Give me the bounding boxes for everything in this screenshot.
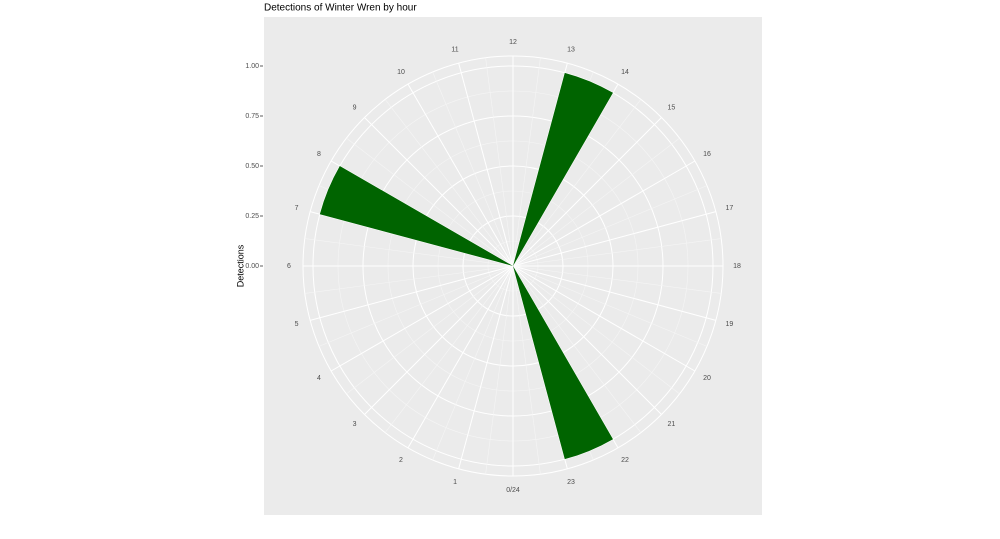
angle-label: 3 <box>353 421 357 428</box>
angle-label: 18 <box>733 263 741 270</box>
minor-spoke <box>432 265 514 461</box>
angle-label: 20 <box>703 375 711 382</box>
y-tick-label: 1.00 <box>245 63 259 70</box>
spoke <box>512 117 662 267</box>
minor-spoke <box>384 265 514 433</box>
angle-label: 1 <box>453 479 457 486</box>
minor-spoke <box>346 265 514 395</box>
y-axis-title: Detections <box>235 244 245 287</box>
angle-label: 23 <box>567 479 575 486</box>
minor-spoke <box>512 238 722 267</box>
minor-spoke <box>384 99 514 267</box>
angle-label: 2 <box>399 457 403 464</box>
angle-label: 16 <box>703 151 711 158</box>
minor-spoke <box>485 265 514 475</box>
bar <box>319 166 513 266</box>
angle-label: 6 <box>287 263 291 270</box>
bar <box>513 72 613 266</box>
minor-spoke <box>512 265 642 433</box>
spoke <box>512 211 716 267</box>
angle-label: 7 <box>295 205 299 212</box>
angle-label: 17 <box>725 205 733 212</box>
spoke <box>407 83 514 267</box>
minor-spoke <box>318 265 514 347</box>
spoke <box>364 117 514 267</box>
angle-label: 14 <box>621 69 629 76</box>
spoke <box>512 265 696 372</box>
minor-spoke <box>512 185 708 267</box>
minor-spoke <box>512 137 680 267</box>
angle-label: 13 <box>567 46 575 53</box>
angle-label: 11 <box>451 46 458 53</box>
minor-spoke <box>346 137 514 267</box>
angle-label: 8 <box>317 151 321 158</box>
angle-label: 10 <box>397 69 405 76</box>
spoke <box>458 63 514 267</box>
angle-label: 12 <box>509 39 517 46</box>
minor-spoke <box>512 99 642 267</box>
minor-spoke <box>485 57 514 267</box>
spoke <box>364 265 514 415</box>
y-tick-label: 0.00 <box>245 263 259 270</box>
angle-label: 19 <box>725 321 733 328</box>
spoke <box>458 265 514 469</box>
spoke <box>512 160 696 267</box>
chart-title: Detections of Winter Wren by hour <box>264 3 417 14</box>
angle-label: 15 <box>667 104 675 111</box>
spoke <box>512 265 716 321</box>
angle-label: 9 <box>353 104 357 111</box>
minor-spoke <box>512 265 680 395</box>
minor-spoke <box>432 71 514 267</box>
angle-label: 21 <box>667 421 675 428</box>
spoke <box>310 265 514 321</box>
minor-spoke <box>512 265 722 294</box>
minor-spoke <box>304 265 514 294</box>
spoke <box>407 265 514 449</box>
angle-label: 0/24 <box>506 487 520 494</box>
y-tick-label: 0.25 <box>245 213 259 220</box>
minor-spoke <box>512 265 708 347</box>
spoke <box>512 265 662 415</box>
y-tick-label: 0.50 <box>245 163 259 170</box>
minor-spoke <box>304 238 514 267</box>
y-tick-label: 0.75 <box>245 113 259 120</box>
angle-label: 5 <box>295 321 299 328</box>
minor-spoke <box>512 57 541 267</box>
minor-spoke <box>512 265 541 475</box>
angle-label: 4 <box>317 375 321 382</box>
angle-label: 22 <box>621 457 629 464</box>
bar <box>513 266 613 460</box>
spoke <box>330 265 514 372</box>
